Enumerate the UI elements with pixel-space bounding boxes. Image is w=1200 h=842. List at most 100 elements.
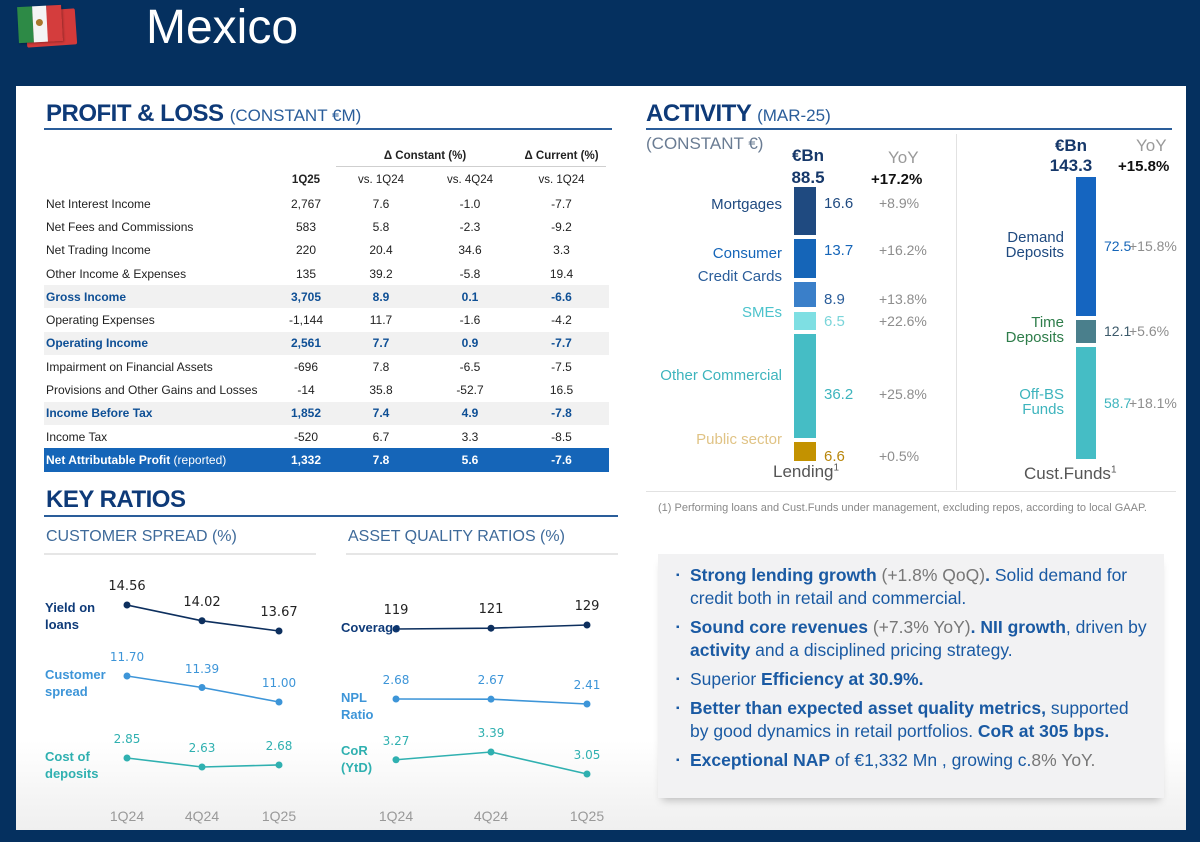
row-label: Net Trading Income <box>44 243 276 257</box>
data-point <box>275 698 283 706</box>
table-cell: 7.8 <box>372 359 390 374</box>
highlight-text: . NII growth <box>970 617 1066 637</box>
highlight-text: Solid demand for credit both in retail a… <box>690 565 1128 608</box>
highlight-text: Sound core revenues <box>690 617 868 637</box>
activity-unit-note: (CONSTANT €) <box>646 134 764 153</box>
table-row: Income Tax -520 6.7 3.3 -8.5 <box>44 425 609 448</box>
group-header-constant: Δ Constant (%) <box>383 150 467 162</box>
profit-loss-table: Δ Constant (%) Δ Current (%) 1Q25 vs. 1Q… <box>44 144 609 472</box>
lending-caption: Lending1 <box>773 462 840 481</box>
highlight-item: Exceptional NAP of €1,332 Mn , growing c… <box>676 749 1150 772</box>
funds-unit: €Bn <box>1054 136 1088 155</box>
table-cell: 7.8 <box>372 452 390 467</box>
x-axis-tick: 1Q25 <box>261 808 297 824</box>
table-row: Operating Income 2,561 7.7 0.9 -7.7 <box>44 331 609 356</box>
data-point <box>123 754 131 762</box>
table-row: Income Before Tax 1,852 7.4 4.9 -7.8 <box>44 401 609 425</box>
segment-label: Demand Deposits <box>1006 230 1064 260</box>
segment-label-line: Demand <box>1007 229 1064 247</box>
table-row: Other Income & Expenses 135 39.2 -5.8 19.4 <box>44 262 609 285</box>
funds-total-yoy: +15.8% <box>1118 158 1170 175</box>
activity-subtitle: (MAR-25) <box>757 106 831 125</box>
table-row: Impairment on Financial Assets -696 7.8 -6.… <box>44 355 609 378</box>
segment-label-line: Deposits <box>1005 244 1064 262</box>
segment-value: 72.5 <box>1104 238 1132 255</box>
data-point <box>198 763 206 771</box>
table-cell: 135 <box>295 266 317 281</box>
table-cell: -1,144 <box>288 313 324 328</box>
table-cell: 4.9 <box>461 406 479 421</box>
row-label-text: Net Attributable Profit <box>46 452 171 467</box>
data-point <box>392 625 400 633</box>
data-label: 2.67 <box>477 673 505 688</box>
table-row: Net Interest Income 2,767 7.6 -1.0 -7.7 <box>44 192 609 215</box>
data-label: 11.70 <box>109 650 145 664</box>
segment-value: 16.6 <box>824 194 854 212</box>
segment-label: Off-BS Funds <box>1019 387 1064 417</box>
row-label: Gross Income <box>44 290 276 304</box>
row-label-text: Provisions and Other Gains and Losses <box>46 383 258 398</box>
x-axis-tick: 1Q24 <box>378 808 414 824</box>
segment-label: Credit Cards <box>697 267 782 285</box>
data-point <box>583 621 591 629</box>
table-row: Net Attributable Profit (reported) 1,332 7… <box>44 448 609 472</box>
table-cell: -7.7 <box>551 336 572 351</box>
table-cell: 19.4 <box>549 266 574 281</box>
series-name-line: Ratio <box>341 707 374 722</box>
segment-value: 6.5 <box>824 312 845 330</box>
row-label-text: Other Income & Expenses <box>46 266 187 281</box>
series-name-line: spread <box>45 684 88 699</box>
data-label: 2.68 <box>382 673 410 687</box>
data-label: 14.02 <box>183 594 221 610</box>
row-label-note: (reported) <box>170 452 227 467</box>
table-cell: -4.2 <box>551 313 572 328</box>
table-cell: 35.8 <box>369 383 393 398</box>
series-name: NPL Ratio <box>341 689 374 723</box>
table-cell: -8.5 <box>551 429 572 444</box>
segment-label: Public sector <box>696 430 782 448</box>
table-cell: -7.6 <box>551 452 572 467</box>
data-label: 3.05 <box>573 748 601 762</box>
series-name: Coverage <box>341 619 400 636</box>
table-cell: 3.3 <box>461 429 479 444</box>
activity-rule <box>646 128 1172 130</box>
highlight-text: . <box>985 565 990 585</box>
table-cell: 0.1 <box>461 289 479 304</box>
data-point <box>123 672 131 680</box>
table-cell: 2,767 <box>290 196 322 211</box>
x-axis-tick: 4Q24 <box>184 808 220 824</box>
data-label: 2.85 <box>113 732 141 746</box>
table-body: Net Interest Income 2,767 7.6 -1.0 -7.7 Net F… <box>44 192 609 472</box>
row-label-text: Operating Expenses <box>46 313 155 328</box>
row-label: Provisions and Other Gains and Losses <box>44 383 276 397</box>
row-label: Operating Income <box>44 336 276 350</box>
table-cell: 16.5 <box>549 383 574 398</box>
x-axis-tick: 1Q24 <box>109 808 145 824</box>
table-row: Operating Expenses -1,144 11.7 -1.6 -4.2 <box>44 308 609 331</box>
bar-segment <box>794 281 816 308</box>
segment-yoy: +22.6% <box>879 312 927 329</box>
funds-total: 143.3 <box>1049 156 1093 175</box>
column-header-vs-4q24: vs. 4Q24 <box>446 174 494 186</box>
table-cell: 7.6 <box>372 196 390 211</box>
segment-value: 12.1 <box>1104 323 1132 340</box>
data-label: 14.56 <box>108 579 146 594</box>
highlight-text: Strong lending growth <box>690 565 877 585</box>
table-cell: -1.6 <box>459 313 481 328</box>
bar-segment <box>794 334 816 439</box>
data-label: 2.68 <box>265 738 293 753</box>
highlight-text: CoR at 305 bps. <box>977 721 1110 741</box>
group-header-current: Δ Current (%) <box>524 150 599 162</box>
table-cell: 0.9 <box>461 336 479 351</box>
table-cell: 8.9 <box>372 289 390 304</box>
row-label-text: Income Before Tax <box>46 406 153 421</box>
series-name: Cost of deposits <box>45 748 98 782</box>
segment-yoy: +18.1% <box>1129 394 1177 411</box>
series-name-line: Yield on <box>45 600 96 615</box>
highlight-text: supported by good dynamics in retail por… <box>690 698 1129 741</box>
table-cell: 1,332 <box>290 452 322 467</box>
funds-yoy-header: YoY <box>1136 136 1167 155</box>
table-row: Net Fees and Commissions 583 5.8 -2.3 -9.2 <box>44 215 609 238</box>
row-label-text: Impairment on Financial Assets <box>46 359 213 374</box>
segment-label: Mortgages <box>711 195 782 213</box>
